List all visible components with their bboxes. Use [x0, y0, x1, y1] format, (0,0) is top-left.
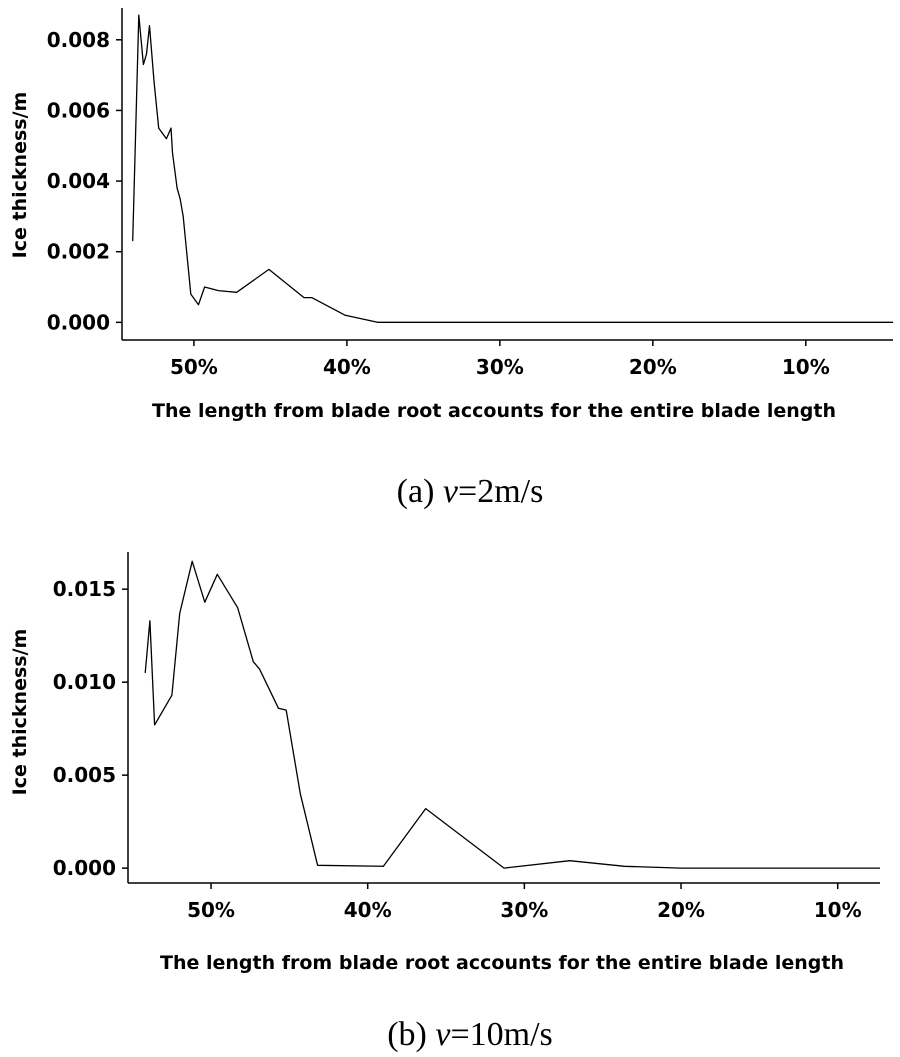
chart-b-x-tick-label: 30% [500, 898, 548, 922]
chart-a-x-tick-label: 30% [476, 355, 524, 379]
chart-b-y-tick-label: 0.000 [53, 856, 116, 880]
chart-a-caption-variable: v [443, 473, 459, 510]
chart-b-series-line [144, 560, 880, 869]
chart-panel-a: 0.000 0.002 0.004 0.006 0.008 50% 40% 30% 20% 10%… [9, 8, 893, 510]
chart-a-y-tick-label: 0.004 [47, 169, 110, 193]
chart-a-y-tick-label: 0.000 [47, 310, 110, 334]
chart-b-x-tick-label: 20% [657, 898, 705, 922]
chart-b-caption-variable: v [435, 1016, 451, 1053]
chart-a-caption-prefix: (a) [397, 473, 443, 510]
chart-b-x-tick-label: 50% [187, 898, 235, 922]
chart-b-y-tick-label: 0.005 [53, 763, 116, 787]
chart-b-marks: 0.000 0.005 0.010 0.015 50% 40% 30% 20% 10% [53, 552, 880, 922]
chart-b-caption: (b) v=10m/s [387, 1016, 553, 1053]
chart-b-xlabel: The length from blade root accounts for … [160, 952, 844, 974]
chart-b-y-tick-label: 0.010 [53, 670, 116, 694]
chart-b-caption-suffix: =10m/s [450, 1016, 552, 1053]
chart-a-y-tick-label: 0.006 [47, 98, 110, 122]
chart-b-ylabel: Ice thickness/m [9, 629, 31, 796]
chart-a-x-tick-label: 40% [323, 355, 371, 379]
chart-a-x-tick-label: 20% [629, 355, 677, 379]
chart-a-series-line [132, 14, 893, 323]
chart-a-caption-suffix: =2m/s [458, 473, 543, 510]
chart-b-y-tick-label: 0.015 [53, 577, 116, 601]
chart-a-marks: 0.000 0.002 0.004 0.006 0.008 50% 40% 30% 20% 10% [47, 8, 893, 379]
chart-panel-b: 0.000 0.005 0.010 0.015 50% 40% 30% 20% 10% Ice … [9, 552, 880, 1053]
chart-a-xlabel: The length from blade root accounts for … [152, 400, 836, 422]
chart-a-ylabel: Ice thickness/m [9, 92, 31, 259]
chart-b-x-tick-label: 40% [344, 898, 392, 922]
chart-a-y-tick-label: 0.002 [47, 240, 110, 264]
chart-a-y-tick-label: 0.008 [47, 28, 110, 52]
chart-a-x-tick-label: 50% [170, 355, 218, 379]
chart-b-caption-prefix: (b) [387, 1016, 435, 1053]
chart-a-caption: (a) v=2m/s [397, 473, 544, 510]
chart-a-x-tick-label: 10% [782, 355, 830, 379]
chart-b-x-tick-label: 10% [814, 898, 862, 922]
